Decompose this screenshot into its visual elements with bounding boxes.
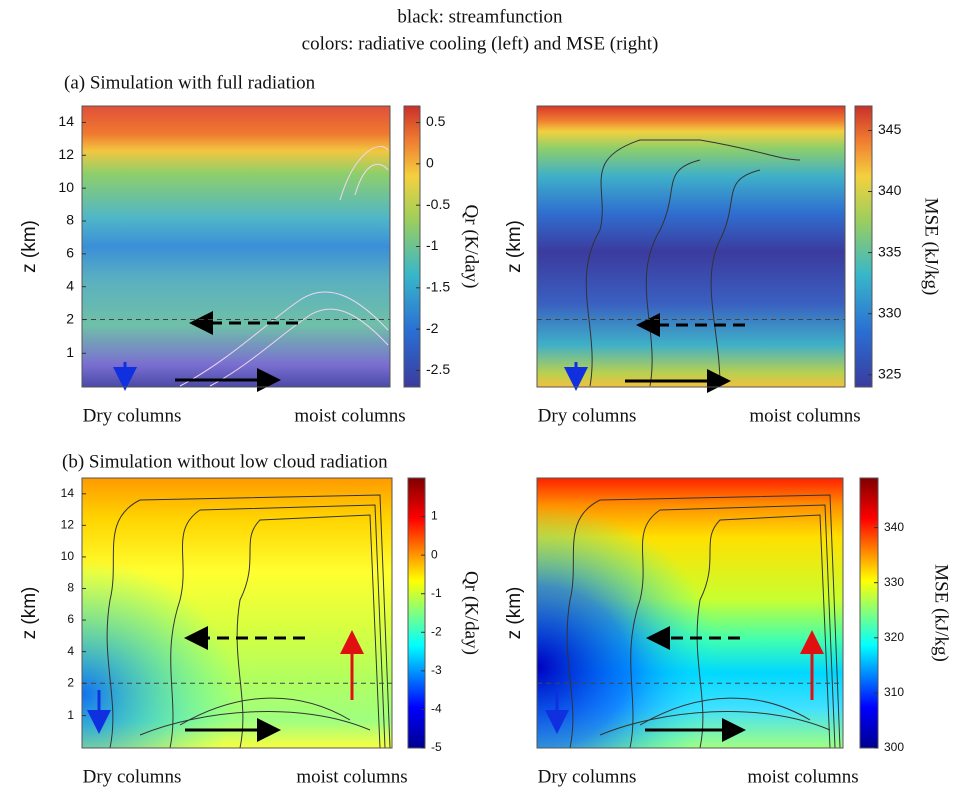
contours [106,139,841,749]
colorbar-tick-label: 0 [431,547,438,561]
colorbar-tick-label: 330 [878,304,902,320]
colorbar-label: Qr (K/day) [461,205,482,289]
y-tick-label: 4 [66,277,74,293]
colorbar-tick-label: 330 [884,575,904,589]
y-tick-label: 10 [61,549,75,563]
x-region-label: Dry columns [83,405,182,426]
y-axis-label: z (km) [19,587,40,640]
y-tick-label: 2 [67,675,74,689]
plot-frame [536,477,844,749]
colorbar-tick-label: -1 [426,237,439,253]
y-axis-label: z (km) [504,587,525,640]
x-region-label: moist columns [747,766,858,787]
colorbar-tick-label: 320 [884,630,904,644]
y-tick-label: 10 [58,179,74,195]
y-tick-label: 1 [66,344,74,360]
y-axis-label: z (km) [504,220,525,273]
y-tick-label: 2 [66,310,74,326]
x-region-label: moist columns [296,766,407,787]
field [82,106,390,387]
y-tick-label: 14 [58,113,74,129]
colorbar-label: MSE (kJ/kg) [921,198,942,296]
x-region-label: Dry columns [538,405,637,426]
colorbar-label: MSE (kJ/kg) [931,564,952,662]
colorbar [854,105,873,388]
y-tick-label: 6 [67,612,74,626]
colorbar [407,477,426,749]
field [537,478,843,748]
colorbar-tick-label: 325 [878,365,902,381]
colorbar-tick-label: 0 [426,155,434,171]
x-region-label: Dry columns [538,766,637,787]
colorbar-tick-label: -1 [431,586,442,600]
y-tick-label: 4 [67,644,74,658]
colorbar-tick-label: -2 [426,320,439,336]
y-tick-label: 12 [58,146,74,162]
y-axis-label: z (km) [19,220,40,273]
colorbar-tick-label: -2.5 [426,361,450,377]
arrows [87,311,824,742]
panel-title: (b) Simulation without low cloud radiati… [62,451,388,472]
x-region-label: moist columns [749,405,860,426]
y-tick-label: 8 [66,212,74,228]
colorbar-tick-label: 310 [884,685,904,699]
y-tick-label: 1 [67,708,74,722]
plot-frame [81,477,393,749]
colorbar-tick-label: -2 [431,624,442,638]
contours [179,146,389,387]
x-region-label: Dry columns [83,766,182,787]
colorbar-tick-label: 300 [884,740,904,754]
y-tick-label: 8 [67,581,74,595]
plot-frame [536,105,846,388]
colorbar-tick-label: 335 [878,243,902,259]
colorbar-tick-label: 340 [884,520,904,534]
y-tick-label: 12 [61,518,75,532]
panel-title: (a) Simulation with full radiation [64,72,316,93]
x-region-label: moist columns [294,405,405,426]
y-tick-label: 14 [61,486,75,500]
field [82,478,392,748]
colorbar-tick-label: -4 [431,702,442,716]
colorbar-tick-label: 345 [878,121,902,137]
colorbar-tick-label: 0.5 [426,113,446,129]
colorbar-label: Qr (K/day) [461,571,482,655]
colorbar [859,477,879,749]
colorbar-tick-label: -1.5 [426,279,450,295]
title-line: black: streamfunction [397,6,563,27]
plot-frame [81,105,391,388]
colorbar-tick-label: 1 [431,509,438,523]
colorbar-tick-label: -0.5 [426,196,450,212]
y-tick-label: 6 [66,245,74,261]
colorbar-tick-label: 340 [878,182,902,198]
field [537,106,845,387]
title-line: colors: radiative cooling (left) and MSE… [302,33,659,54]
colorbar-tick-label: -3 [431,663,442,677]
colorbar-tick-label: -5 [431,740,442,754]
